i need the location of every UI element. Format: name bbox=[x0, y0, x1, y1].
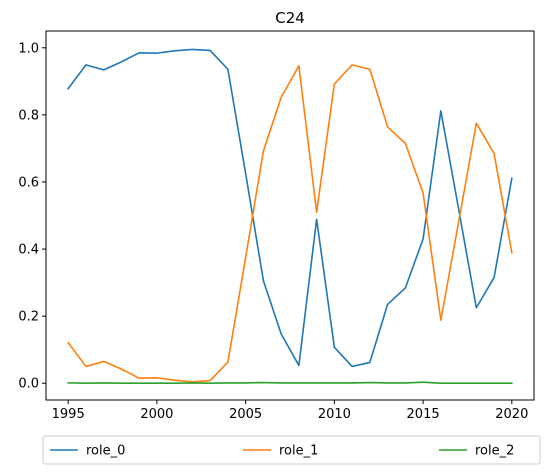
x-tick-label: 1995 bbox=[52, 407, 85, 422]
series-layer bbox=[67, 48, 513, 385]
x-tick-label: 2005 bbox=[229, 407, 262, 422]
plot-area: 1995 2000 2005 2010 2015 2020 0.0 0.2 0.4 0.6 0.8… bbox=[18, 30, 535, 422]
chart-title: C24 bbox=[275, 9, 305, 27]
y-tick-label: 1.0 bbox=[18, 41, 39, 56]
y-tick-label: 0.0 bbox=[18, 377, 39, 392]
y-tick-label: 0.6 bbox=[18, 175, 39, 190]
y-axis: 0.0 0.2 0.4 0.6 0.8 1.0 bbox=[18, 41, 46, 392]
plot-frame bbox=[45, 30, 535, 401]
y-tick-label: 0.2 bbox=[18, 310, 39, 325]
x-tick-label: 2020 bbox=[495, 407, 528, 422]
legend-label-role-2: role_2 bbox=[475, 444, 514, 459]
series-line-role-0 bbox=[67, 48, 513, 368]
legend: role_0 role_1 role_2 bbox=[42, 435, 541, 465]
legend-label-role-0: role_0 bbox=[86, 444, 125, 459]
y-tick-label: 0.8 bbox=[18, 108, 39, 123]
x-axis: 1995 2000 2005 2010 2015 2020 bbox=[52, 400, 528, 422]
legend-frame bbox=[42, 435, 541, 465]
series-line-role-2 bbox=[67, 381, 513, 385]
x-tick-label: 2010 bbox=[318, 407, 351, 422]
series-line-role-1 bbox=[67, 64, 513, 383]
legend-label-role-1: role_1 bbox=[279, 444, 318, 459]
x-tick-label: 2000 bbox=[140, 407, 173, 422]
x-tick-label: 2015 bbox=[407, 407, 440, 422]
y-tick-label: 0.4 bbox=[18, 243, 39, 258]
